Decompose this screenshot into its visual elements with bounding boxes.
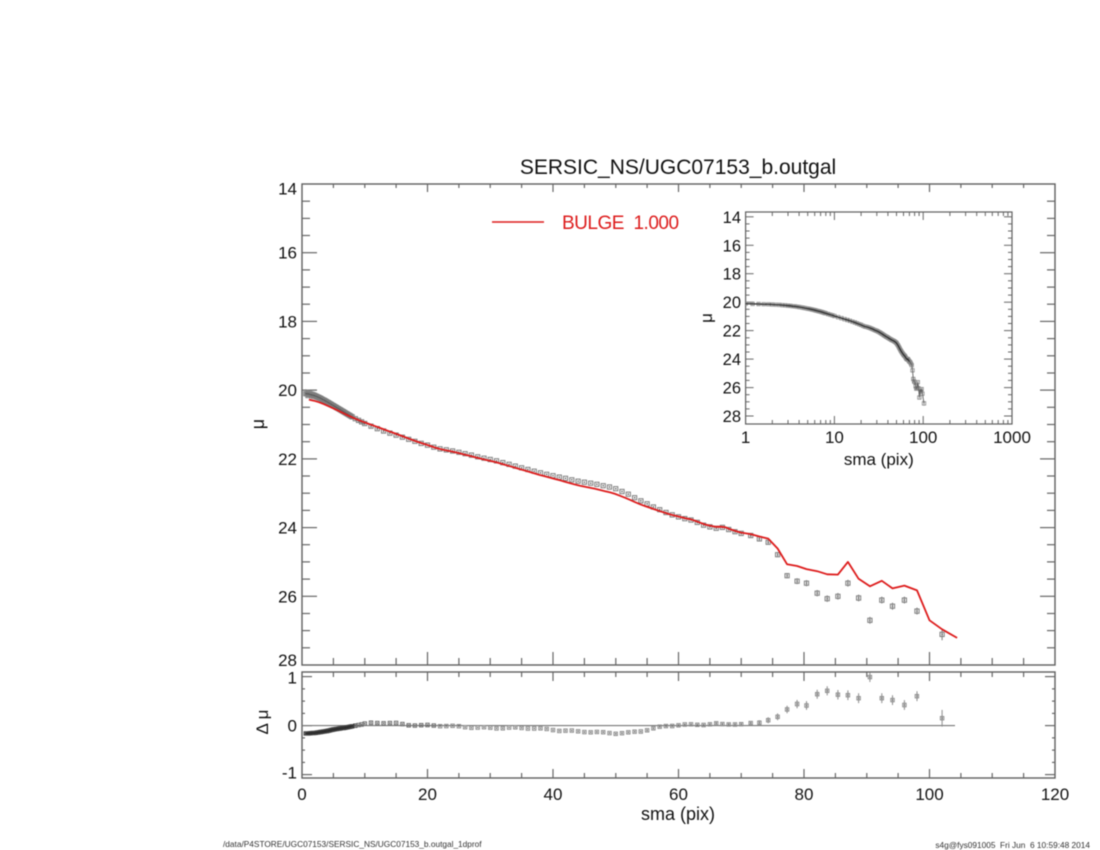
svg-text:BULGE 1.000: BULGE 1.000 [562,213,679,234]
svg-text:28: 28 [278,651,297,670]
svg-text:100: 100 [915,785,943,804]
svg-text:16: 16 [278,244,297,263]
svg-text:18: 18 [278,312,297,331]
svg-text:20: 20 [723,294,741,312]
svg-text:0: 0 [288,717,297,736]
svg-text:20: 20 [418,785,437,804]
svg-text:10: 10 [825,428,844,447]
svg-text:16: 16 [723,237,741,255]
svg-text:1: 1 [288,669,297,688]
svg-text:1000: 1000 [993,428,1031,447]
svg-text:1: 1 [741,428,750,447]
svg-text:120: 120 [1041,785,1069,804]
svg-text:SERSIC_NS/UGC07153_b.outgal: SERSIC_NS/UGC07153_b.outgal [520,156,836,179]
svg-text:26: 26 [278,587,297,606]
svg-text:μ: μ [697,313,716,323]
svg-text:18: 18 [723,266,741,284]
svg-text:-1: -1 [282,764,297,783]
svg-text:60: 60 [669,785,688,804]
svg-text:20: 20 [278,381,297,400]
svg-text:24: 24 [723,351,741,369]
svg-text:22: 22 [723,323,741,341]
svg-text:100: 100 [909,428,937,447]
svg-text:22: 22 [278,450,297,469]
svg-text:sma (pix): sma (pix) [641,804,715,824]
svg-text:μ: μ [248,419,268,429]
svg-text:0: 0 [297,785,306,804]
svg-text:/data/P4STORE/UGC07153/SERSIC_: /data/P4STORE/UGC07153/SERSIC_NS/UGC0715… [223,839,482,849]
svg-text:sma (pix): sma (pix) [844,450,914,469]
svg-text:s4g@fys091005 Fri Jun 6 10:5: s4g@fys091005 Fri Jun 6 10:59:48 2014 [935,840,1090,850]
svg-text:14: 14 [278,180,297,199]
svg-text:80: 80 [795,785,814,804]
svg-text:14: 14 [723,209,741,227]
svg-text:26: 26 [723,380,741,398]
svg-text:24: 24 [278,519,297,538]
svg-text:40: 40 [544,785,563,804]
svg-text:28: 28 [723,408,741,426]
svg-text:Δ μ: Δ μ [253,710,272,735]
